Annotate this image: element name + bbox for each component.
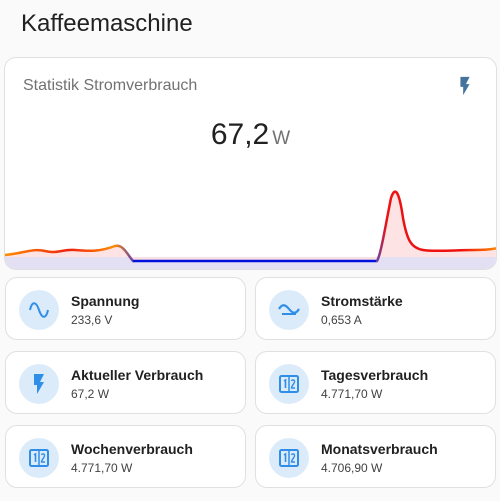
entity-name: Stromstärke (321, 293, 403, 309)
entity-card-aktueller-verbrauch[interactable]: Aktueller Verbrauch 67,2 W (5, 351, 246, 414)
graph-value-unit: W (272, 128, 291, 149)
entity-state: 4.771,70 W (321, 387, 383, 401)
entity-icon-badge (269, 438, 309, 478)
entity-card-wochenverbrauch[interactable]: Wochenverbrauch 4.771,70 W (5, 425, 246, 488)
flash-icon (34, 374, 44, 394)
graph-line-left (5, 244, 135, 263)
entity-name: Wochenverbrauch (71, 441, 193, 457)
entity-card-spannung[interactable]: Spannung 233,6 V (5, 277, 246, 340)
power-statistics-card[interactable]: Statistik Stromverbrauch 67,2 W (4, 57, 497, 270)
sine-wave-icon (29, 302, 49, 318)
entity-icon-badge (269, 364, 309, 404)
graph-area-fill (5, 191, 496, 261)
entity-card-monatsverbrauch[interactable]: Monatsverbrauch 4.706,90 W (255, 425, 496, 488)
entity-name: Tagesverbrauch (321, 367, 429, 383)
entity-icon-badge (19, 290, 59, 330)
entity-name: Spannung (71, 293, 140, 309)
entity-state: 0,653 A (321, 313, 362, 327)
entity-name: Aktueller Verbrauch (71, 367, 204, 383)
current-ac-icon (278, 304, 300, 315)
counter-icon (29, 449, 49, 467)
entity-card-tagesverbrauch[interactable]: Tagesverbrauch 4.771,70 W (255, 351, 496, 414)
page-title: Kaffeemaschine (21, 10, 193, 37)
entity-state: 4.771,70 W (71, 461, 133, 475)
counter-icon (279, 449, 299, 467)
entity-name: Monatsverbrauch (321, 441, 438, 457)
counter-icon (279, 375, 299, 393)
entity-state: 67,2 W (71, 387, 110, 401)
entity-icon-badge (19, 438, 59, 478)
flash-icon (460, 76, 470, 96)
power-graph (5, 190, 496, 269)
entity-card-stromstaerke[interactable]: Stromstärke 0,653 A (255, 277, 496, 340)
graph-line-right (375, 190, 496, 263)
entity-icon-badge (19, 364, 59, 404)
graph-value-number: 67,2 (210, 118, 270, 151)
graph-title: Statistik Stromverbrauch (23, 77, 198, 94)
graph-current-value: 67,2 W (5, 118, 496, 152)
entity-icon-badge (269, 290, 309, 330)
entity-state: 233,6 V (71, 313, 113, 327)
entity-state: 4.706,90 W (321, 461, 383, 475)
